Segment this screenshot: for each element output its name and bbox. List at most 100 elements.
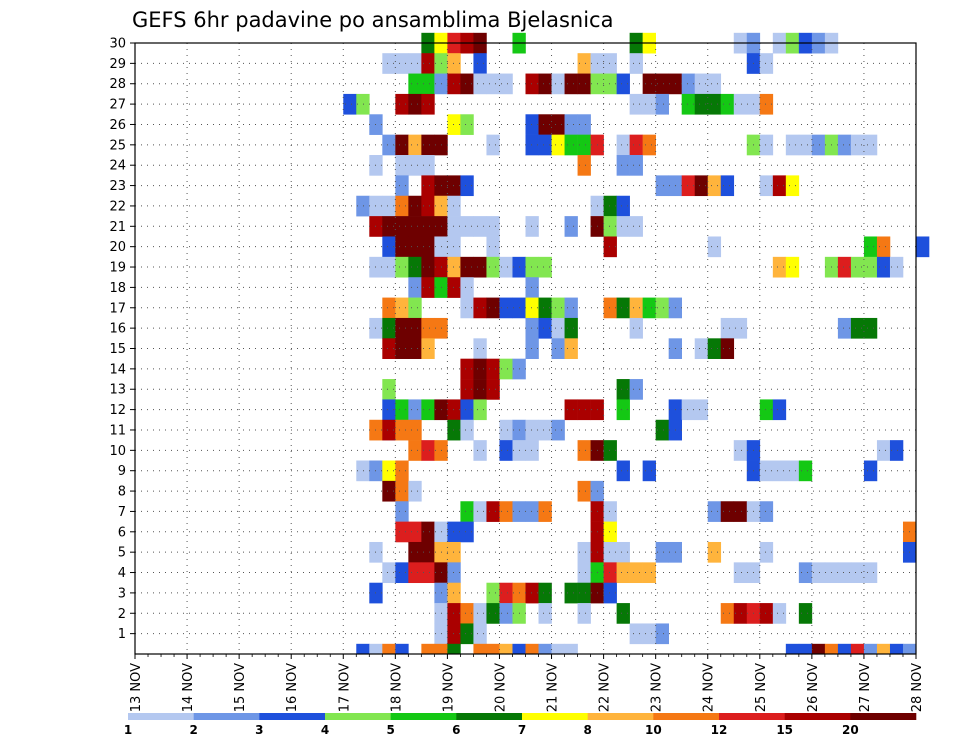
heatmap-cell [798,460,813,482]
heatmap-cell [356,460,370,482]
heatmap-cell [824,643,839,655]
heatmap-cell [720,93,735,115]
heatmap-cell [473,73,487,95]
y-tick-label: 20 [109,240,126,255]
heatmap-cell [395,317,409,339]
heatmap-cell [616,297,630,319]
heatmap-cell [759,541,774,563]
heatmap-cell [837,643,852,655]
heatmap-cell [447,521,461,543]
heatmap-cell [408,521,422,543]
y-tick-label: 29 [109,57,126,72]
heatmap-cell [863,134,878,156]
heatmap-cell [356,195,370,217]
heatmap-cell [629,317,643,339]
heatmap-cell [395,501,409,522]
colorbar-label: 5 [386,723,394,737]
y-tick-label: 16 [109,322,126,337]
heatmap-cell [473,379,487,400]
heatmap-cell [616,399,630,421]
heatmap-cell [655,541,669,563]
heatmap-cell [863,562,878,584]
heatmap-cell [499,643,513,655]
heatmap-cell [616,155,630,176]
heatmap-cell [577,155,591,176]
heatmap-cell [564,114,578,135]
heatmap-cell [551,114,565,135]
heatmap-cell [525,114,539,135]
heatmap-cell [486,134,500,156]
heatmap-cell [395,338,409,359]
heatmap-cell [395,521,409,543]
x-tick-label: 27 NOV [858,663,873,712]
heatmap-cell [382,480,396,502]
heatmap-cell [525,297,539,319]
heatmap-cell [382,460,396,482]
heatmap-cell [395,236,409,258]
heatmap-cell [447,623,461,645]
x-axis-ticks: 13 NOV 14 NOV 15 NOV 16 NOV 17 NOV 18 NOV 19 N… [129,654,925,712]
heatmap-cell [850,134,865,156]
heatmap-cell [447,582,461,604]
x-tick-label: 19 NOV [441,663,456,712]
heatmap-cell [395,93,409,115]
heatmap-cell [577,603,591,624]
heatmap-cell [499,603,513,624]
heatmap-cell [460,175,474,197]
heatmap-cell [382,216,396,237]
heatmap-cell [447,399,461,421]
heatmap-cell [811,134,826,156]
heatmap-cell [759,93,774,115]
heatmap-cell [733,562,748,584]
heatmap-cell [421,338,435,359]
heatmap-cell [395,216,409,237]
heatmap-cell [486,73,500,95]
y-axis-ticks: 1234567891011121314151617181920212223242… [109,37,135,642]
y-tick-label: 19 [109,261,126,276]
heatmap-cell [499,73,513,95]
heatmap-cell [538,603,552,624]
heatmap-cell [707,236,722,258]
colorbar-label: 3 [255,723,263,737]
heatmap-cell [707,73,722,95]
heatmap-cell [642,134,656,156]
heatmap-cell [408,53,422,74]
heatmap-cell [850,643,865,655]
heatmap-cell [642,297,656,319]
heatmap-cell [447,603,461,624]
heatmap-cell [603,541,617,563]
heatmap-cell [863,460,878,482]
heatmap-cell [421,643,435,655]
heatmap-cell [421,134,435,156]
heatmap-cell [395,562,409,584]
heatmap-cell [798,603,813,624]
y-tick-label: 3 [118,586,126,601]
heatmap-cell [473,623,487,645]
heatmap-cell [499,582,513,604]
heatmap-cell [473,256,487,278]
heatmap-cell [499,501,513,522]
heatmap-cell [889,643,904,655]
heatmap-cell [564,643,578,655]
heatmap-cell [902,643,917,655]
heatmap-cell [421,521,435,543]
heatmap-cell [616,73,630,95]
heatmap-cell [577,480,591,502]
heatmap-cell [629,623,643,645]
heatmap-cell [850,256,865,278]
y-tick-label: 28 [109,77,126,92]
heatmap-cell [499,440,513,461]
y-tick-label: 15 [109,342,126,357]
heatmap-cell [629,562,643,584]
chart-title: GEFS 6hr padavine po ansamblima Bjelasni… [132,8,613,32]
heatmap-cell [603,562,617,584]
heatmap-cell [421,216,435,237]
colorbar-label: 10 [645,723,662,737]
heatmap-cell [655,73,669,95]
x-tick-label: 25 NOV [754,663,769,712]
y-tick-label: 18 [109,281,126,296]
x-tick-label: 23 NOV [650,663,665,712]
heatmap-cell [837,134,852,156]
y-tick-label: 1 [118,627,126,642]
heatmap-cell [616,195,630,217]
